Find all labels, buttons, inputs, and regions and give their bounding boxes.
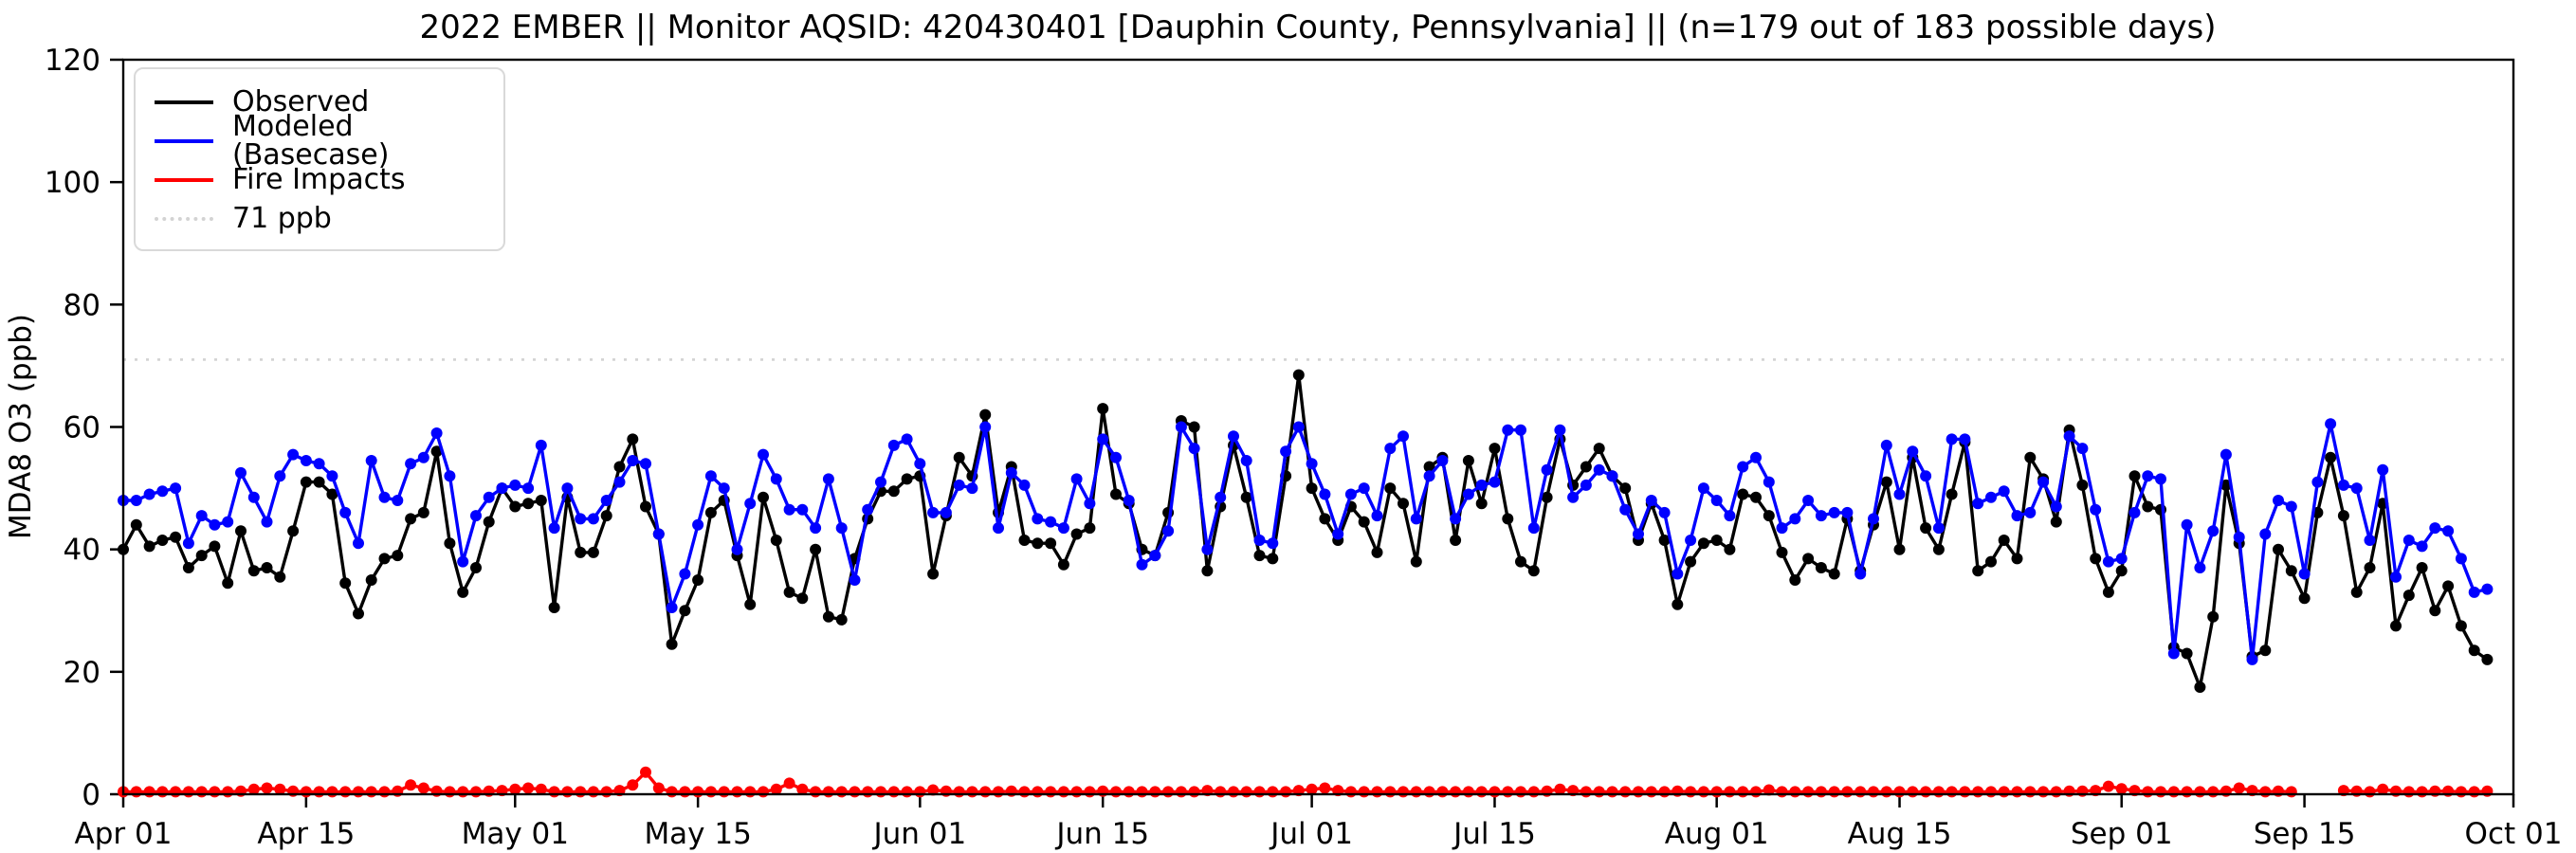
legend-item-threshold: 71 ppb — [155, 199, 484, 238]
legend-item-fire: Fire Impacts — [155, 160, 484, 199]
svg-text:Aug 01: Aug 01 — [1665, 817, 1769, 851]
legend-label: 71 ppb — [232, 201, 332, 235]
observed-line-swatch — [155, 100, 213, 104]
plot-area: 0 20 40 60 80 100 120 Apr 01 Apr 15 May 01 May 15 J… — [45, 44, 2563, 851]
fire-line-swatch — [155, 177, 213, 182]
legend-label: Observed — [232, 84, 370, 118]
legend-label: Modeled (Basecase) — [232, 109, 390, 172]
svg-text:20: 20 — [64, 656, 100, 690]
svg-text:Sep 15: Sep 15 — [2254, 817, 2356, 851]
svg-text:Jul 01: Jul 01 — [1269, 817, 1353, 851]
modeled-line-swatch — [155, 138, 213, 143]
svg-text:100: 100 — [45, 166, 100, 200]
svg-text:Jul 15: Jul 15 — [1452, 817, 1536, 851]
svg-text:Jun 01: Jun 01 — [871, 817, 966, 851]
svg-text:Apr 15: Apr 15 — [257, 817, 355, 851]
chart-legend: Observed Modeled (Basecase) Fire Impacts… — [134, 67, 505, 251]
svg-text:80: 80 — [64, 288, 100, 322]
svg-text:May 15: May 15 — [644, 817, 751, 851]
svg-text:0: 0 — [82, 778, 100, 812]
chart-title: 2022 EMBER || Monitor AQSID: 420430401 [… — [419, 9, 2216, 46]
svg-text:120: 120 — [45, 44, 100, 78]
y-axis-label: MDA8 O3 (ppb) — [4, 314, 38, 539]
svg-text:40: 40 — [64, 534, 100, 568]
svg-text:May 01: May 01 — [462, 817, 569, 851]
legend-item-observed: Observed — [155, 82, 484, 121]
svg-text:Oct 01: Oct 01 — [2465, 817, 2563, 851]
svg-text:Jun 15: Jun 15 — [1054, 817, 1149, 851]
svg-text:Apr 01: Apr 01 — [75, 817, 173, 851]
svg-text:Aug 15: Aug 15 — [1848, 817, 1952, 851]
threshold-line-swatch — [155, 216, 213, 221]
svg-text:Sep 01: Sep 01 — [2071, 817, 2173, 851]
svg-text:60: 60 — [64, 411, 100, 445]
legend-item-modeled: Modeled (Basecase) — [155, 112, 484, 169]
legend-label: Fire Impacts — [232, 162, 406, 196]
